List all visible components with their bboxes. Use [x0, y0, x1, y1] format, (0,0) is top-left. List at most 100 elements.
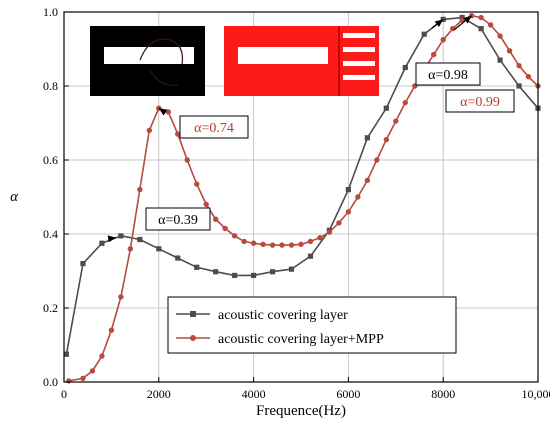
annotation-label: α=0.39	[158, 213, 198, 228]
data-point	[525, 74, 532, 80]
data-point	[241, 238, 247, 245]
annotation-arrowhead	[158, 108, 168, 116]
x-tick-label: 0	[61, 387, 67, 401]
data-point	[165, 109, 171, 115]
data-point	[345, 187, 351, 193]
data-point	[250, 240, 257, 246]
inset-white-slot	[104, 47, 194, 64]
x-tick-label: 10,000	[522, 387, 550, 401]
x-tick-label: 4000	[242, 387, 266, 401]
legend-entry: acoustic covering layer+MPP	[176, 332, 384, 347]
data-point	[307, 238, 314, 245]
annotation-arrowhead	[434, 19, 444, 28]
legend-swatch-marker	[190, 335, 196, 341]
data-point	[288, 266, 295, 272]
x-tick-label: 8000	[431, 387, 455, 401]
data-point	[298, 241, 304, 248]
x-axis-title: Frequence(Hz)	[256, 403, 346, 419]
y-tick-label: 0.8	[43, 79, 58, 93]
data-point	[251, 272, 257, 279]
data-point	[137, 186, 143, 193]
data-point	[355, 194, 361, 200]
data-point	[213, 269, 219, 275]
data-point	[383, 105, 389, 111]
series-line	[65, 16, 539, 355]
annotation-label: α=0.74	[194, 121, 234, 136]
data-point	[336, 220, 342, 226]
legend-label: acoustic covering layer	[218, 308, 348, 323]
y-tick-label: 0.6	[43, 153, 58, 167]
data-point	[156, 246, 162, 252]
ticks: 0 2000 4000 6000 8000 10,000 0.0 0.2 0.4 0.6 0.8 1.…	[43, 5, 550, 401]
data-point	[516, 83, 522, 89]
structure-insets	[90, 26, 379, 96]
series-2	[66, 13, 541, 384]
data-point	[137, 236, 143, 243]
annotations: α=0.39 α=0.74 α=0.98 α=0.99	[107, 15, 515, 243]
annotation-box	[145, 207, 211, 231]
annotation-box	[415, 62, 481, 86]
x-tick-label: 6000	[336, 387, 360, 401]
data-point	[99, 353, 105, 359]
inset-white-slot	[238, 47, 328, 64]
data-point	[80, 261, 86, 267]
data-point	[63, 351, 69, 357]
data-point	[307, 253, 314, 259]
data-point	[440, 37, 446, 43]
data-point	[175, 255, 181, 261]
data-point	[421, 31, 427, 37]
data-point	[194, 264, 200, 270]
data-point	[269, 242, 276, 248]
data-point	[497, 57, 503, 63]
data-point	[222, 225, 228, 232]
data-point	[317, 235, 323, 241]
legend-entry: acoustic covering layer	[176, 308, 348, 323]
x-tick-label: 2000	[147, 387, 171, 401]
inset-mpp-slit	[343, 47, 375, 52]
data-point	[459, 17, 465, 23]
data-point	[89, 368, 96, 374]
data-point	[487, 22, 494, 28]
data-point	[108, 327, 115, 333]
data-point	[146, 127, 153, 134]
data-point	[402, 64, 408, 71]
data-point	[175, 131, 181, 137]
data-point	[506, 48, 513, 54]
annotation-3: α=0.98	[415, 18, 481, 86]
data-point	[364, 135, 370, 141]
y-tick-label: 0.2	[43, 301, 58, 315]
data-point	[212, 216, 219, 222]
data-point	[516, 62, 522, 69]
legend-label: acoustic covering layer+MPP	[218, 332, 384, 347]
annotation-1: α=0.39	[107, 207, 211, 243]
annotation-box	[445, 89, 515, 113]
data-point	[118, 294, 124, 300]
data-point	[478, 26, 484, 32]
annotation-2: α=0.74	[158, 107, 249, 139]
annotation-label: α=0.98	[428, 68, 468, 83]
series-layer	[63, 13, 541, 384]
data-point	[497, 33, 503, 39]
data-point	[231, 233, 238, 239]
data-point	[184, 157, 190, 163]
y-tick-label: 0.0	[43, 375, 58, 389]
data-point	[402, 99, 408, 106]
data-point	[269, 269, 276, 275]
data-point	[194, 181, 200, 187]
data-point	[66, 378, 72, 384]
annotation-box	[179, 115, 249, 139]
inset-mpp-slit	[343, 75, 375, 80]
data-point	[383, 136, 390, 143]
data-point	[326, 229, 333, 235]
inset-mpp-slit	[343, 61, 375, 66]
data-point	[279, 242, 285, 248]
data-point	[118, 233, 124, 239]
plot-border	[63, 11, 539, 383]
data-point	[364, 177, 371, 184]
data-point	[478, 14, 484, 21]
data-point	[288, 242, 295, 248]
annotation-4: α=0.99	[445, 15, 515, 113]
inset-faint-lines	[139, 38, 184, 87]
data-point	[393, 118, 399, 124]
data-point	[203, 201, 209, 208]
